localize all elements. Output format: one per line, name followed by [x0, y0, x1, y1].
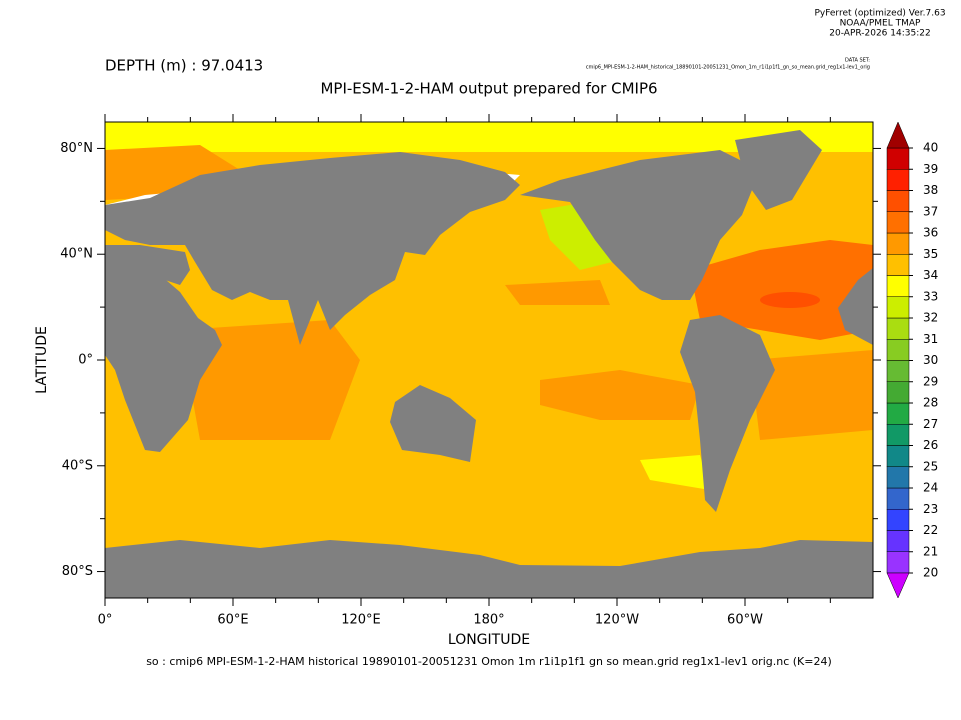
y-tick-label: 40°N [60, 247, 93, 262]
axes: 0° 60°E 120°E 180° 120°W 60°W 80°N 40°N 0° 40°S 80… [60, 114, 881, 628]
colorbar-swatch [886, 402, 910, 425]
colorbar-label: 37 [923, 204, 938, 218]
colorbar-label: 39 [923, 162, 938, 176]
indian-ocean [180, 320, 360, 440]
colorbar: 20 21 22 23 24 25 26 27 28 29 30 31 32 33 34 35 36 37 38 39… [886, 121, 938, 599]
colorbar-label: 23 [923, 502, 938, 516]
program-date: 20-APR-2026 14:35:22 [829, 29, 930, 39]
north-atlantic [690, 240, 873, 340]
x-tick-label: 0° [98, 613, 113, 628]
footer-note: so : cmip6 MPI-ESM-1-2-HAM historical 19… [146, 655, 832, 668]
south-america [680, 315, 775, 512]
colorbar-label: 32 [923, 311, 938, 325]
colorbar-label: 40 [923, 141, 938, 155]
colorbar-swatch [886, 211, 910, 234]
colorbar-swatch [886, 169, 910, 191]
patagonia-shelf [640, 455, 710, 490]
colorbar-label: 24 [923, 481, 938, 495]
south-pacific [540, 370, 700, 420]
south-atlantic [750, 350, 873, 440]
colorbar-label: 25 [923, 459, 938, 473]
map-field [105, 122, 873, 598]
colorbar-label: 35 [923, 247, 938, 261]
colorbar-swatch [886, 296, 910, 319]
colorbar-swatch [886, 360, 910, 382]
africa [105, 262, 222, 452]
eurasia [105, 152, 520, 345]
colorbar-swatch [886, 530, 910, 552]
antarctica [105, 540, 873, 598]
colorbar-under [886, 572, 910, 599]
atlantic-core [760, 292, 820, 308]
colorbar-swatch [886, 509, 910, 531]
colorbar-swatch [886, 147, 910, 170]
y-tick-label: 80°N [60, 141, 93, 156]
dataset-name: cmip6_MPI-ESM-1-2-HAM_historical_1889010… [586, 65, 870, 71]
map-title: MPI-ESM-1-2-HAM output prepared for CMIP… [320, 80, 657, 98]
y-tick-label: 80°S [62, 564, 93, 579]
southern-zone [105, 470, 873, 510]
colorbar-label: 27 [923, 417, 938, 431]
colorbar-label: 34 [923, 268, 938, 282]
colorbar-label: 28 [923, 396, 938, 410]
x-tick-label: 120°W [595, 613, 639, 628]
x-tick-label: 60°E [217, 613, 248, 628]
colorbar-label: 38 [923, 183, 938, 197]
dataset-label: DATA SET: [845, 58, 870, 64]
colorbar-label: 36 [923, 226, 938, 240]
x-axis-label: LONGITUDE [448, 632, 530, 648]
colorbar-swatch [886, 445, 910, 467]
colorbar-label: 29 [923, 374, 938, 388]
north-america [520, 150, 760, 300]
x-tick-label: 60°W [727, 613, 763, 628]
y-tick-label: 40°S [62, 458, 93, 473]
north-pacific-band [505, 280, 610, 305]
colorbar-swatch [886, 551, 910, 574]
colorbar-label: 31 [923, 332, 938, 346]
australia [390, 385, 476, 462]
colorbar-swatch [886, 487, 910, 510]
colorbar-swatch [886, 254, 910, 276]
program-org: NOAA/PMEL TMAP [840, 19, 921, 29]
colorbar-swatch [886, 190, 910, 212]
west-africa [838, 268, 873, 345]
y-tick-label: 0° [78, 353, 93, 368]
colorbar-label: 20 [923, 566, 938, 580]
colorbar-swatch [886, 317, 910, 340]
colorbar-swatch [886, 339, 910, 361]
colorbar-swatch [886, 381, 910, 404]
x-tick-label: 180° [473, 613, 504, 628]
colorbar-swatch [886, 275, 910, 297]
greenland [735, 130, 822, 210]
colorbar-swatch [886, 424, 910, 446]
mediterranean [105, 245, 190, 285]
colorbar-over [886, 121, 910, 149]
colorbar-label: 30 [923, 353, 938, 367]
depth-label: DEPTH (m) : 97.0413 [105, 57, 263, 75]
y-axis-label: LATITUDE [34, 326, 50, 394]
colorbar-label: 22 [923, 523, 938, 537]
x-tick-label: 120°E [341, 613, 381, 628]
colorbar-label: 33 [923, 289, 938, 303]
colorbar-label: 26 [923, 438, 938, 452]
colorbar-swatch [886, 232, 910, 255]
colorbar-swatch [886, 466, 910, 489]
colorbar-label: 21 [923, 544, 938, 558]
program-name: PyFerret (optimized) Ver.7.63 [814, 9, 945, 19]
